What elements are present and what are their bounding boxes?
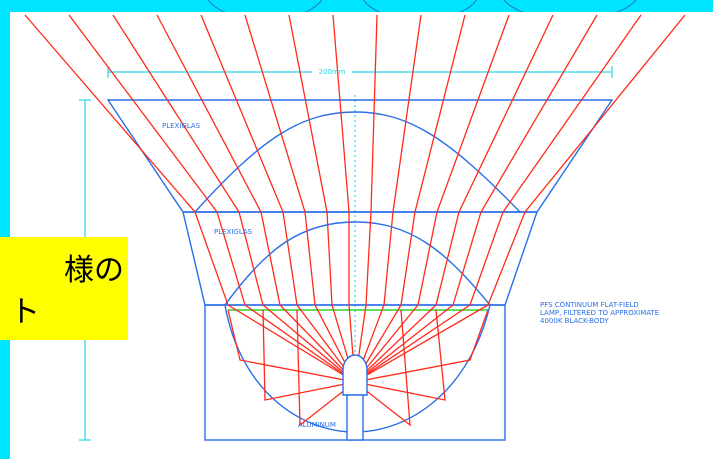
ray xyxy=(156,14,356,383)
callout-text: ト xyxy=(10,295,40,330)
ray xyxy=(354,14,422,383)
material-label: ALUMINUM xyxy=(298,421,336,429)
ray xyxy=(296,309,356,427)
ray xyxy=(112,14,356,383)
ray xyxy=(354,14,378,383)
ray xyxy=(354,14,686,383)
ray xyxy=(262,309,356,401)
ray xyxy=(332,14,356,383)
ray xyxy=(244,14,356,383)
note-line: 4000K BLACK-BODY xyxy=(540,317,609,325)
note-line: PFS CONTINUUM FLAT-FIELD xyxy=(540,301,639,309)
ray xyxy=(200,14,356,383)
upper-dome xyxy=(194,111,521,213)
ray xyxy=(354,14,554,383)
ray xyxy=(354,309,446,401)
lamp-stem xyxy=(346,394,364,441)
material-label: PLEXIGLAS xyxy=(214,228,253,236)
material-label: PLEXIGLAS xyxy=(162,122,201,130)
ray xyxy=(24,14,356,383)
ray xyxy=(354,14,642,383)
dimension-label: 200mm xyxy=(319,68,346,76)
ray xyxy=(354,309,411,427)
ray-group xyxy=(24,14,686,427)
ray xyxy=(68,14,356,383)
callout-box xyxy=(0,237,128,340)
callout-text: 様の xyxy=(64,253,124,288)
ray xyxy=(354,14,466,383)
ray xyxy=(354,309,489,383)
ray xyxy=(288,14,356,383)
lower-dome xyxy=(224,221,491,306)
note-line: LAMP, FILTERED TO APPROXIMATE xyxy=(540,309,659,317)
lamp xyxy=(342,354,368,396)
ray xyxy=(227,309,356,383)
ray xyxy=(354,14,510,383)
dimension-label-bg xyxy=(312,67,352,77)
